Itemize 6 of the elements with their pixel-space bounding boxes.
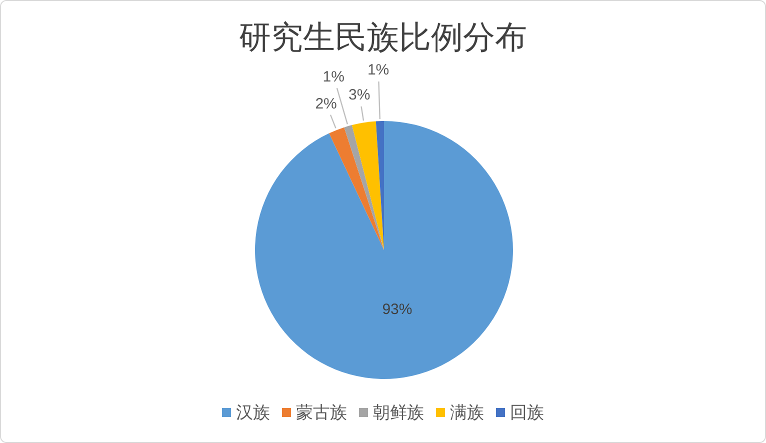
legend-label: 蒙古族 bbox=[296, 403, 347, 422]
legend-label: 满族 bbox=[450, 403, 484, 422]
legend-label: 汉族 bbox=[236, 403, 270, 422]
legend-label: 回族 bbox=[510, 403, 544, 422]
legend-label: 朝鲜族 bbox=[373, 403, 424, 422]
title: 研究生民族比例分布 bbox=[239, 19, 527, 55]
